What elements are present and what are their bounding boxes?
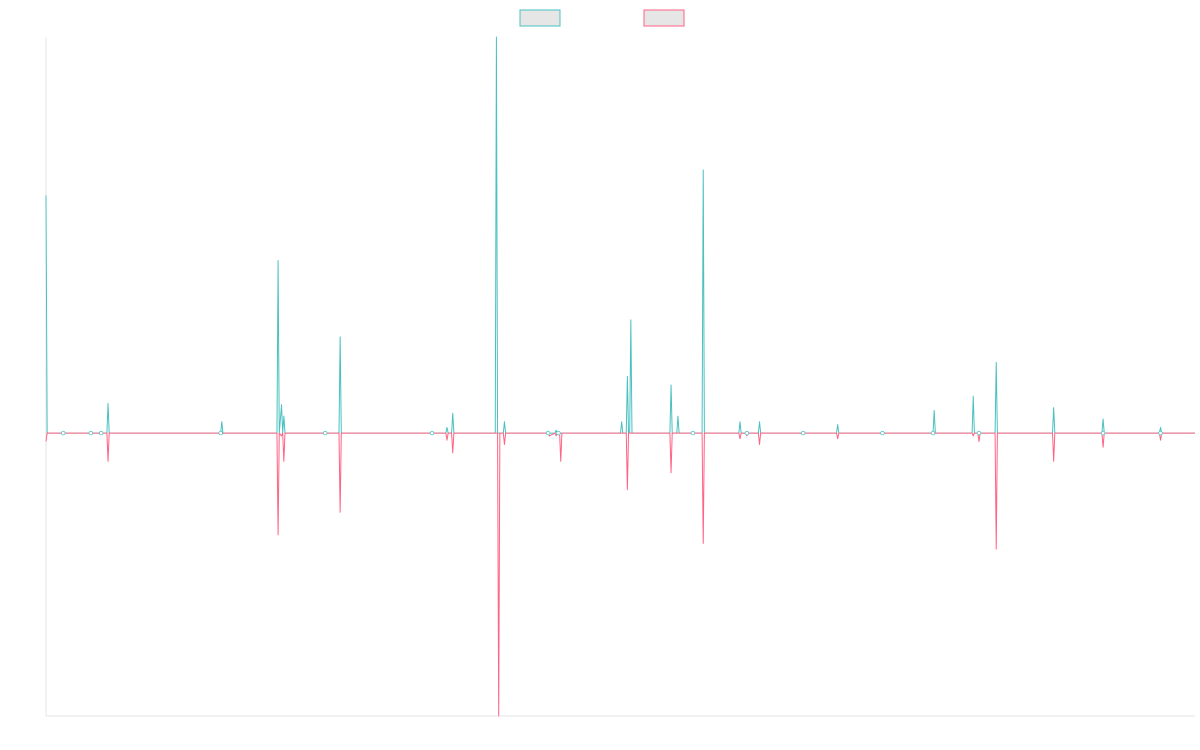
data-point-marker[interactable] [744, 430, 750, 436]
data-point-marker[interactable] [930, 430, 936, 436]
legend-swatch-series-2[interactable] [643, 9, 685, 27]
data-point-marker[interactable] [556, 430, 561, 436]
series-line-1 [45, 36, 1195, 434]
data-point-marker[interactable] [690, 430, 696, 436]
legend [519, 9, 685, 27]
data-point-marker[interactable] [976, 430, 982, 436]
data-point-marker[interactable] [61, 430, 66, 436]
series-group [45, 36, 1195, 717]
data-point-marker[interactable] [1100, 430, 1106, 436]
data-point-marker[interactable] [800, 430, 806, 436]
data-point-marker[interactable] [218, 430, 223, 436]
legend-swatch-series-1[interactable] [519, 9, 561, 27]
data-point-marker[interactable] [98, 430, 104, 436]
data-point-marker[interactable] [88, 430, 94, 436]
data-point-marker[interactable] [429, 430, 435, 436]
data-point-marker[interactable] [545, 430, 551, 436]
data-point-marker[interactable] [323, 430, 328, 436]
series-line-2 [45, 432, 1195, 717]
plot-area [45, 36, 1195, 717]
data-point-marker[interactable] [880, 430, 885, 436]
data-point-marker[interactable] [1158, 430, 1163, 436]
